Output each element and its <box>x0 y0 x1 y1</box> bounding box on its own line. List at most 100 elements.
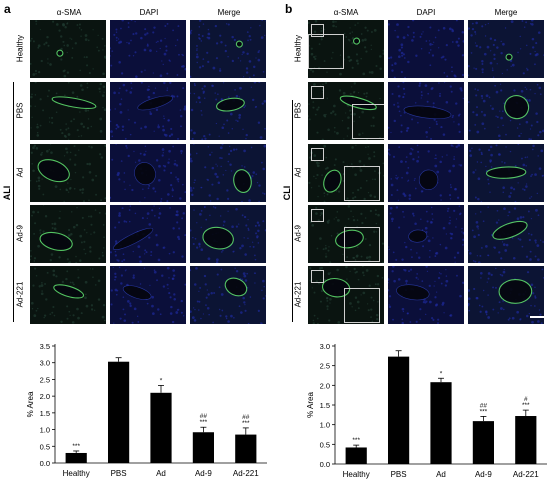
y-tick-label: 1.0 <box>320 421 330 430</box>
inset-marker-box <box>311 270 324 283</box>
y-tick-label: 3.5 <box>40 342 50 351</box>
panel-b-letter: b <box>285 2 293 16</box>
bar <box>388 356 410 464</box>
micrograph-tile <box>30 82 106 140</box>
inset-marker-box <box>311 148 324 161</box>
micrograph-tile <box>468 144 544 202</box>
chart-a: % Area 0.0 0.5 1.0 1.5 2.0 2.5 3.0 3.5 *** Healthy… <box>25 338 275 484</box>
panel-a-group-bracket <box>13 82 14 322</box>
y-tick-label: 1.0 <box>40 426 50 435</box>
x-tick-label: Ad-9 <box>195 469 212 478</box>
inset-zoom-box <box>352 104 384 139</box>
y-tick-label: 2.0 <box>320 381 330 390</box>
x-tick-label: Ad-221 <box>513 470 539 479</box>
panel-b-col-merge: Merge <box>494 8 518 17</box>
significance-label: *** <box>72 443 80 450</box>
micrograph-tile <box>110 266 186 324</box>
chart-b-svg: % Area 0.0 0.5 1.0 1.5 2.0 2.5 3.0 *** Healthy PBS… <box>306 342 547 479</box>
x-tick-label: PBS <box>391 470 407 479</box>
significance-label: *** <box>480 408 488 415</box>
micrograph-tile <box>110 20 186 78</box>
significance-label: *** <box>200 419 208 426</box>
bar <box>192 432 214 463</box>
panel-a-col-dapi: DAPI <box>139 8 159 17</box>
bar <box>515 416 537 464</box>
panel-b-group-label: CLI <box>282 185 292 201</box>
micrograph-tile <box>388 205 464 263</box>
micrograph-tile <box>190 20 266 78</box>
row-label: PBS <box>293 102 303 119</box>
micrograph-tile <box>190 144 266 202</box>
bar <box>150 392 172 463</box>
micrograph-tile <box>468 205 544 263</box>
bar <box>65 452 87 463</box>
micrograph-tile <box>308 20 384 78</box>
micrograph-tile <box>190 205 266 263</box>
significance-label: ## <box>242 414 250 421</box>
y-tick-label: 3.0 <box>320 342 330 351</box>
inset-marker-box <box>311 209 324 222</box>
panel-a-col-sma: α-SMA <box>56 8 82 17</box>
panel-a-col-merge: Merge <box>217 8 241 17</box>
significance-label: * <box>160 377 163 384</box>
micrograph-tile <box>30 144 106 202</box>
inset-zoom-box <box>344 227 380 262</box>
panel-b-col-sma: α-SMA <box>333 8 359 17</box>
y-tick-label: 3.0 <box>40 359 50 368</box>
inset-marker-box <box>311 86 324 99</box>
y-tick-label: 2.5 <box>40 375 50 384</box>
micrograph-tile <box>388 144 464 202</box>
micrograph-tile <box>110 205 186 263</box>
x-tick-label: Ad <box>156 469 166 478</box>
micrograph-tile <box>308 144 384 202</box>
scale-bar <box>530 316 544 318</box>
y-tick-label: 1.5 <box>40 409 50 418</box>
significance-label: ## <box>200 413 208 420</box>
y-tick-label: 0.0 <box>40 459 50 468</box>
x-tick-label: Healthy <box>63 469 90 478</box>
y-axis-label: % Area <box>26 391 35 417</box>
micrograph-tile <box>308 266 384 324</box>
bar <box>108 361 130 463</box>
inset-zoom-box <box>344 288 380 323</box>
x-tick-label: PBS <box>111 469 127 478</box>
row-label: Ad-221 <box>15 281 25 308</box>
micrograph-tile <box>468 20 544 78</box>
micrograph-tile <box>30 205 106 263</box>
bar <box>472 421 494 464</box>
row-label: Healthy <box>293 34 303 63</box>
micrograph-tile <box>388 82 464 140</box>
micrograph-tile <box>308 82 384 140</box>
y-tick-label: 2.5 <box>320 362 330 371</box>
significance-label: *** <box>242 420 250 427</box>
y-tick-label: 1.5 <box>320 401 330 410</box>
panel-b-col-dapi: DAPI <box>416 8 436 17</box>
significance-label: *** <box>522 402 530 409</box>
row-label: PBS <box>15 102 25 119</box>
significance-label: ## <box>480 402 488 409</box>
x-tick-label: Ad <box>436 470 446 479</box>
inset-zoom-box <box>308 34 344 69</box>
row-label: Ad-221 <box>293 281 303 308</box>
row-label: Ad-9 <box>293 225 303 242</box>
micrograph-tile <box>110 82 186 140</box>
panel-a-group-label: ALI <box>2 185 12 201</box>
micrograph-tile <box>30 266 106 324</box>
y-tick-label: 2.0 <box>40 392 50 401</box>
inset-zoom-box <box>344 166 380 201</box>
micrograph-tile <box>468 82 544 140</box>
significance-label: # <box>524 396 528 403</box>
panel-b-group-bracket <box>292 100 293 322</box>
x-tick-label: Healthy <box>343 470 370 479</box>
y-tick-label: 0.0 <box>320 460 330 469</box>
row-label: Ad-9 <box>15 225 25 242</box>
micrograph-tile <box>308 205 384 263</box>
significance-label: *** <box>352 437 360 444</box>
x-tick-label: Ad-221 <box>233 469 259 478</box>
row-label: Ad <box>293 167 303 178</box>
micrograph-tile <box>190 266 266 324</box>
significance-label: * <box>440 370 443 377</box>
micrograph-tile <box>110 144 186 202</box>
y-tick-label: 0.5 <box>320 440 330 449</box>
inset-marker-box <box>311 24 324 37</box>
